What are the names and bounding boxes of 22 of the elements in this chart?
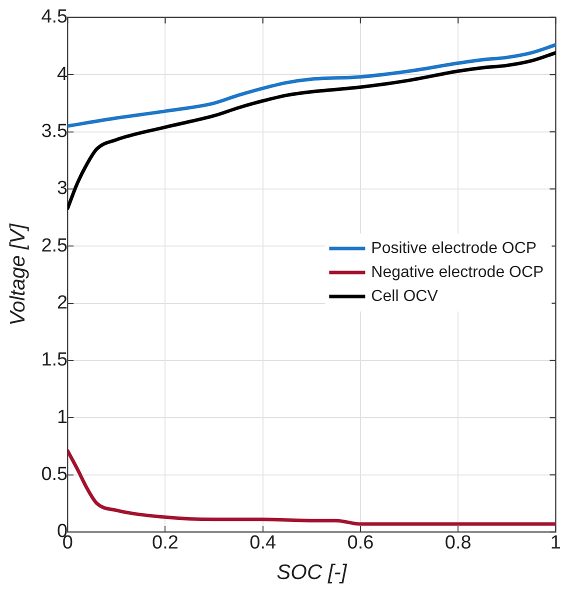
x-tick-label: 0.6 — [347, 532, 374, 554]
y-tick-label: 2.5 — [41, 235, 68, 256]
y-tick-label: 4 — [57, 64, 68, 85]
y-tick-label: 4.5 — [41, 6, 68, 28]
legend-label: Positive electrode OCP — [371, 240, 537, 257]
y-tick-label: 0.5 — [41, 464, 68, 486]
x-tick-label: 1 — [550, 532, 562, 554]
line-series — [68, 43, 556, 128]
y-axis-title: Voltage [V] — [6, 222, 30, 326]
legend-label: Cell OCV — [371, 288, 438, 305]
x-tick-label: 0.2 — [152, 532, 178, 554]
x-tick-label: 0.4 — [250, 532, 276, 554]
line-series — [68, 449, 556, 526]
y-tick-label: 3 — [57, 178, 68, 200]
y-tick-label: 1.5 — [41, 350, 68, 371]
y-tick-label: 1 — [57, 406, 68, 428]
y-tick-label: 2 — [57, 292, 68, 314]
y-tick-label: 3.5 — [41, 120, 68, 142]
x-axis-title: SOC [-] — [276, 561, 348, 584]
legend-label: Negative electrode OCP — [371, 264, 544, 281]
line-series — [68, 51, 556, 210]
x-tick-label: 0.8 — [444, 532, 472, 554]
